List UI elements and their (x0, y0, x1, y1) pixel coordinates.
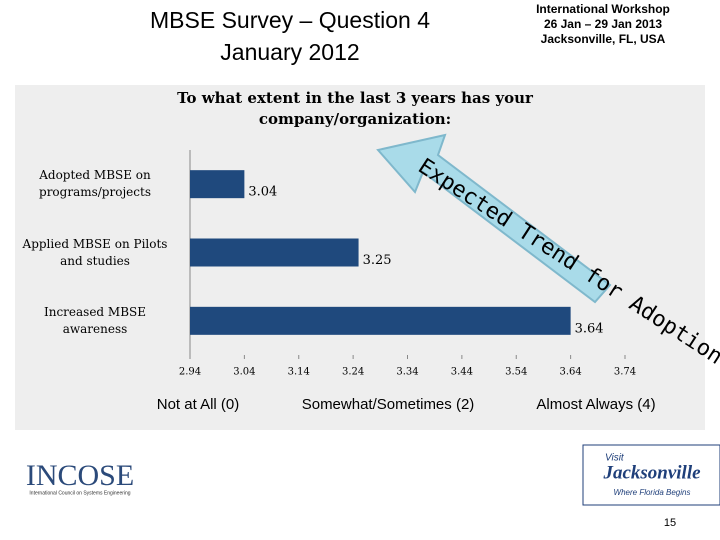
slide-title: MBSE Survey – Question 4 (150, 7, 430, 33)
x-tick-label: 2.94 (179, 367, 201, 378)
x-tick-label: 3.74 (614, 367, 636, 378)
chart-panel (15, 85, 705, 430)
logo-right-sub: Where Florida Begins (614, 488, 691, 497)
x-tick-label: 3.14 (288, 367, 310, 378)
x-tick-label: 3.04 (233, 367, 255, 378)
logo-left-sub: International Council on Systems Enginee… (29, 490, 130, 496)
value-label: 3.64 (575, 321, 604, 336)
bar (190, 170, 245, 199)
scale-label: Not at All (0) (157, 396, 240, 413)
bar (190, 238, 359, 267)
chart-title: To what extent in the last 3 years has y… (177, 89, 533, 128)
x-tick-label: 3.24 (342, 367, 364, 378)
scale-label: Almost Always (4) (536, 396, 655, 413)
logo-right-box (582, 444, 720, 506)
event-info: Jacksonville, FL, USA (541, 32, 666, 46)
x-tick-label: 3.44 (451, 367, 473, 378)
x-tick-label: 3.64 (559, 367, 581, 378)
scale-label: Somewhat/Sometimes (2) (302, 396, 475, 413)
page-number: 15 (664, 517, 676, 529)
logo-right-top: Visit (605, 453, 625, 464)
event-info: International Workshop (536, 2, 670, 16)
logo-right: Jacksonville (602, 462, 701, 483)
event-info: 26 Jan – 29 Jan 2013 (544, 17, 662, 31)
y-tick-label: Applied MBSE on Pilots and studies (22, 236, 168, 268)
chart-title: To what extent in the last 3 years has y… (177, 89, 533, 128)
x-tick-label: 3.54 (505, 367, 527, 378)
value-label: 3.04 (248, 185, 277, 200)
trend-arrow (376, 133, 612, 304)
slide-subtitle: January 2012 (220, 39, 359, 65)
y-tick-label: Adopted MBSE on programs/projects (39, 168, 151, 200)
x-tick-label: 3.34 (396, 367, 418, 378)
y-tick-label: Increased MBSE awareness (43, 304, 147, 336)
chart-title-box: To what extent in the last 3 years has y… (177, 89, 533, 128)
logo-left: INCOSE (26, 459, 134, 492)
bar (190, 306, 571, 335)
value-label: 3.25 (363, 253, 392, 268)
